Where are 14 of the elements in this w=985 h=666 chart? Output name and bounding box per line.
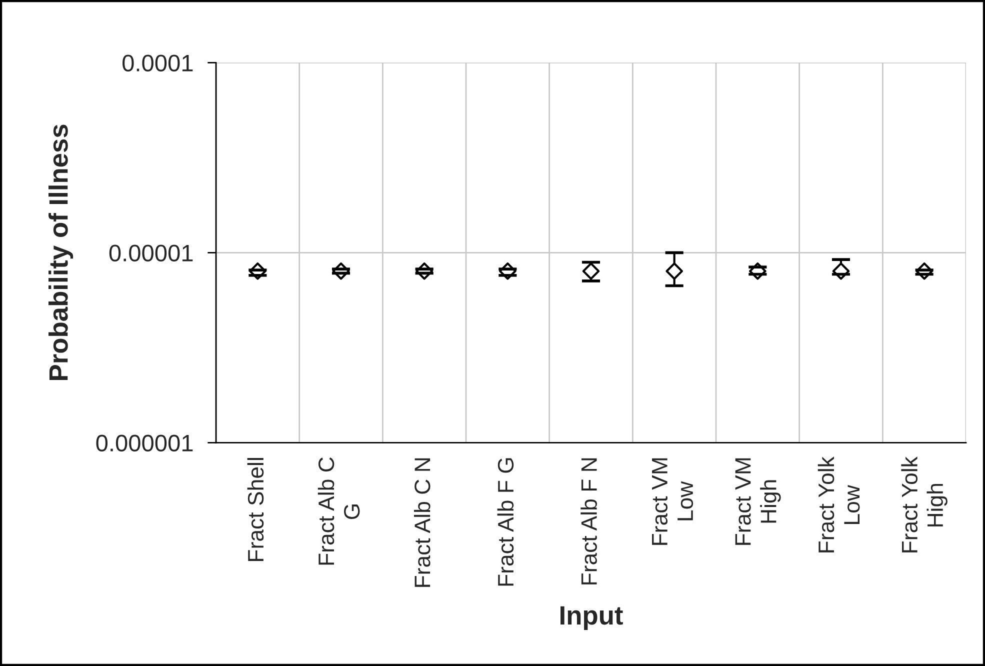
x-tick-label: Fract Alb F N <box>580 458 597 584</box>
y-axis-title: Probability of Illness <box>48 124 74 380</box>
x-axis-title: Input <box>560 606 623 630</box>
y-tick-label: 0.0001 <box>122 54 193 72</box>
x-tick-label: Fract Alb C N <box>414 458 430 587</box>
x-tick-label: Fract VM High <box>735 458 781 545</box>
x-tick-label: Fract Alb F G <box>497 458 514 586</box>
x-tick-label: Fract Yolk High <box>901 456 948 552</box>
x-tick-label: Fract VM Low <box>652 458 694 545</box>
x-tick-label: Fract Shell <box>247 458 264 561</box>
x-tick-label: Fract Alb C G <box>318 457 360 565</box>
y-tick-label: 0.000001 <box>96 434 193 452</box>
y-tick-label: 0.00001 <box>109 244 193 262</box>
x-tick-label: Fract Yolk Low <box>818 456 860 552</box>
